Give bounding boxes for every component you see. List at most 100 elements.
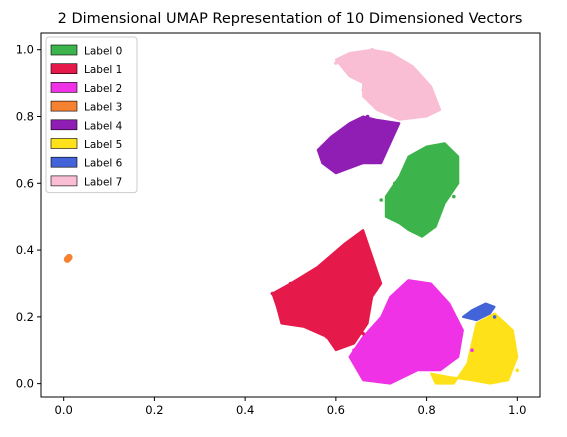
- data-point: [479, 308, 483, 313]
- y-axis-ticks: 0.0 0.2 0.4 0.6 0.8 1.0: [16, 43, 41, 391]
- data-point: [379, 124, 384, 129]
- data-point: [488, 305, 492, 309]
- data-point: [370, 148, 375, 152]
- x-tick-label: 0.8: [417, 403, 435, 417]
- data-point: [406, 315, 411, 319]
- data-point: [334, 281, 338, 286]
- legend: Label 0 Label 1 Label 2 Label 3 Label 4 Label…: [45, 36, 138, 194]
- data-point: [406, 168, 411, 172]
- data-point: [361, 331, 365, 336]
- data-point: [442, 308, 447, 313]
- legend-swatch: [50, 119, 78, 131]
- data-point: [433, 101, 438, 105]
- data-point: [379, 198, 384, 202]
- x-axis-ticks: 0.0 0.2 0.4 0.6 0.8 1.0: [55, 397, 526, 417]
- data-point: [388, 54, 393, 59]
- data-point: [325, 335, 329, 339]
- data-point: [370, 281, 375, 286]
- y-tick-label: 0.0: [16, 377, 34, 391]
- data-point: [352, 121, 356, 125]
- cluster-label-5: [430, 312, 519, 385]
- legend-label: Label 2: [84, 83, 122, 95]
- data-points: [63, 47, 520, 383]
- data-point: [393, 181, 397, 186]
- data-point: [415, 214, 420, 219]
- data-point: [270, 291, 275, 296]
- cluster-label-1: [271, 229, 383, 352]
- data-point: [343, 161, 347, 165]
- data-point: [329, 164, 334, 169]
- x-tick-label: 0.2: [145, 403, 163, 417]
- cluster-regions: [271, 48, 519, 385]
- x-tick-label: 0.0: [55, 403, 73, 417]
- legend-label: Label 7: [84, 176, 122, 188]
- legend-swatch: [50, 175, 78, 187]
- legend-swatch: [50, 44, 78, 56]
- data-point: [365, 114, 370, 119]
- cluster-label-4: [316, 115, 401, 175]
- data-point: [352, 298, 356, 303]
- data-point: [424, 161, 429, 165]
- data-point: [288, 281, 293, 286]
- cluster-label-7: [334, 48, 442, 121]
- data-point: [320, 148, 325, 152]
- data-point: [370, 47, 375, 52]
- cluster-label-0: [384, 142, 460, 238]
- x-tick-label: 1.0: [508, 403, 526, 417]
- data-point: [388, 348, 393, 353]
- legend-swatch: [50, 138, 78, 149]
- legend-label: Label 6: [84, 158, 123, 170]
- legend-label: Label 1: [84, 64, 122, 76]
- data-point: [352, 54, 356, 59]
- data-point: [352, 348, 356, 353]
- data-point: [415, 104, 420, 109]
- data-point: [361, 88, 365, 92]
- data-point: [442, 168, 447, 172]
- data-point: [511, 355, 515, 359]
- legend-label: Label 0: [84, 46, 122, 58]
- y-tick-label: 0.6: [16, 176, 34, 190]
- data-point: [433, 375, 438, 379]
- data-point: [65, 253, 73, 261]
- data-point: [402, 214, 406, 219]
- data-point: [406, 64, 411, 69]
- x-tick-label: 0.6: [327, 403, 345, 417]
- data-point: [515, 368, 520, 373]
- data-point: [497, 341, 502, 346]
- data-point: [388, 108, 393, 112]
- legend-swatch: [50, 82, 78, 93]
- cluster-label-2: [348, 279, 464, 385]
- chart-title: 2 Dimensional UMAP Representation of 10 …: [58, 11, 523, 27]
- y-tick-label: 0.8: [16, 109, 34, 123]
- data-point: [347, 265, 352, 269]
- data-point: [334, 134, 338, 139]
- data-point: [483, 355, 488, 359]
- data-point: [370, 365, 375, 369]
- data-point: [452, 341, 456, 346]
- data-point: [424, 365, 429, 369]
- data-point: [470, 315, 474, 319]
- data-point: [424, 181, 429, 186]
- data-point: [492, 315, 497, 319]
- data-point: [433, 214, 438, 219]
- legend-label: Label 4: [84, 120, 123, 132]
- data-point: [452, 194, 456, 199]
- data-point: [388, 138, 393, 142]
- data-point: [334, 61, 338, 65]
- data-point: [470, 365, 474, 369]
- data-point: [297, 315, 302, 319]
- plot-frame: [40, 32, 541, 398]
- data-point: [470, 348, 474, 353]
- data-point: [483, 375, 488, 379]
- data-point: [397, 375, 402, 379]
- data-point: [306, 301, 311, 306]
- legend-swatch: [50, 100, 78, 112]
- data-point: [424, 295, 429, 299]
- legend-swatch: [50, 63, 78, 75]
- legend-box: [45, 36, 138, 194]
- y-tick-label: 0.4: [16, 243, 34, 257]
- y-tick-label: 0.2: [16, 310, 34, 324]
- data-point: [424, 81, 429, 85]
- legend-swatch: [50, 156, 78, 168]
